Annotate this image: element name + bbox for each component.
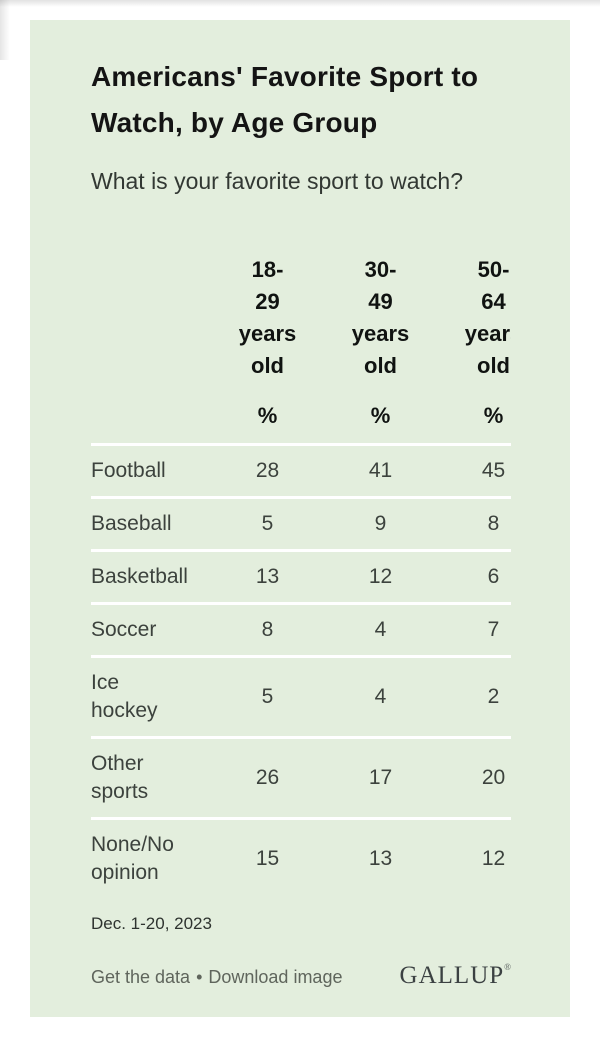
page-title: Americans' Favorite Sport to Watch, by A… [91,61,479,138]
row-label: Baseball [91,512,172,535]
row-label: None/No opinion [91,833,174,884]
table-row: Ice hockey 5 4 2 [91,658,511,739]
cell-value-50-64: 8 [487,512,500,535]
table-row: Basketball 13 12 6 [91,552,511,605]
cell-value-18-29: 5 [261,685,274,708]
cell-value-18-29: 5 [261,512,274,535]
row-label: Other sports [91,752,149,803]
table-row: Soccer 8 4 7 [91,605,511,658]
registered-trademark-icon: ® [504,962,511,972]
row-label: Ice hockey [91,671,158,722]
row-label: Soccer [91,618,157,641]
cell-value-18-29: 8 [261,618,274,641]
get-the-data-link[interactable]: Get the data [91,967,191,987]
table-row: None/No opinion 15 13 12 [91,820,511,898]
cell-value-50-64: 45 [481,459,506,482]
cell-value-30-49: 12 [368,565,393,588]
table-row: Other sports 26 17 20 [91,739,511,820]
cell-value-50-64: 7 [487,618,500,641]
results-table: 18- 29 years old 30- 49 years old 50- 64… [91,254,511,898]
table-row: Football 28 41 45 [91,446,511,499]
cell-value-18-29: 13 [255,565,280,588]
unit-row: % % % [91,403,511,446]
cell-value-30-49: 17 [368,766,393,789]
column-header-50-64: 50- 64 years old [464,257,511,378]
gallup-logo[interactable]: GALLUP® [400,962,511,990]
table-body: Football 28 41 45 Baseball 5 9 8 Basketb… [91,446,511,898]
cell-value-30-49: 4 [374,618,387,641]
cell-value-30-49: 13 [368,847,393,870]
column-header-18-29: 18- 29 years old [238,257,297,378]
page-left-shadow [0,0,10,60]
poll-card: Americans' Favorite Sport to Watch, by A… [30,20,570,1017]
cell-value-30-49: 41 [368,459,393,482]
cell-value-18-29: 15 [255,847,280,870]
cell-value-50-64: 12 [481,847,506,870]
footer-links: Get the data • Download image [91,967,342,988]
table-header-row: 18- 29 years old 30- 49 years old 50- 64… [91,254,511,382]
unit-percent-3: % [483,403,504,428]
table-row: Baseball 5 9 8 [91,499,511,552]
cell-value-18-29: 28 [255,459,280,482]
cell-value-50-64: 2 [487,685,500,708]
link-separator-bullet: • [196,967,203,987]
cell-value-18-29: 26 [255,766,280,789]
cell-value-30-49: 4 [374,685,387,708]
cell-value-50-64: 6 [487,565,500,588]
field-date: Dec. 1-20, 2023 [91,914,212,933]
unit-percent-1: % [257,403,278,428]
page-top-shadow [0,0,600,7]
column-header-30-49: 30- 49 years old [351,257,410,378]
row-label: Basketball [91,565,188,588]
card-footer: Get the data • Download image GALLUP® [91,962,511,990]
cell-value-30-49: 9 [374,512,387,535]
cell-value-50-64: 20 [481,766,506,789]
gallup-wordmark: GALLUP [399,962,505,989]
download-image-link[interactable]: Download image [208,967,343,987]
row-label: Football [91,459,166,482]
survey-question: What is your favorite sport to watch? [91,168,463,194]
unit-percent-2: % [370,403,391,428]
